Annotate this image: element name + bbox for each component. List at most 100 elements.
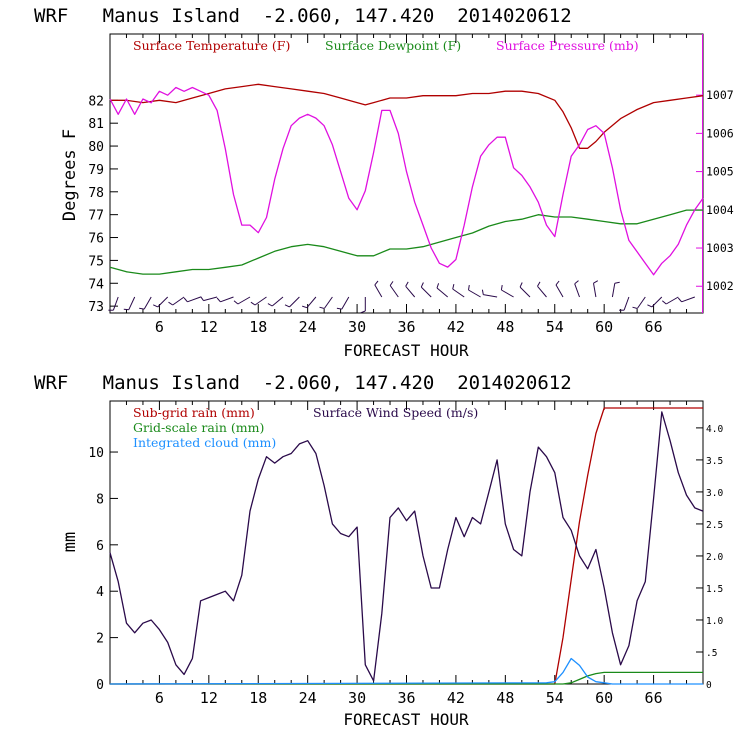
top-x-tick-label: 12 [200, 318, 218, 336]
wind-barb-feather [555, 280, 560, 286]
top-y-tick-label: 76 [88, 232, 104, 247]
legend-sub-grid-rain: Sub-grid rain (mm) [133, 405, 255, 420]
wind-barb-feather [168, 301, 173, 306]
bottom-x-tick-label: 60 [595, 689, 613, 707]
top-x-ticks: 6 12 18 24 30 36 42 48 54 60 66 [125, 34, 688, 336]
top-y2-tick-label: 1003 [706, 241, 734, 255]
top-x-tick-label: 66 [645, 318, 663, 336]
wind-barb [183, 296, 201, 303]
wind-barb-staff [651, 296, 663, 308]
wind-barb [250, 296, 267, 306]
wind-barb [152, 296, 169, 308]
bottom-y2-tick-label: 2.5 [706, 520, 723, 531]
wind-barb-feather [284, 304, 290, 308]
wind-barb [302, 296, 317, 309]
wind-barb [593, 280, 599, 298]
wind-barb-staff [172, 296, 185, 306]
wind-barb [336, 296, 350, 310]
wind-barb-staff [143, 296, 152, 310]
wind-barb [319, 296, 333, 309]
top-x-tick-label: 48 [496, 318, 514, 336]
top-y-tick-label: 77 [88, 209, 104, 224]
bottom-y2-tick-label: 1.5 [706, 584, 723, 595]
top-x-tick-label: 30 [348, 318, 366, 336]
bottom-x-tick-label: 24 [299, 689, 317, 707]
bottom-x-tick-label: 12 [200, 689, 218, 707]
bottom-x-tick-label: 42 [447, 689, 465, 707]
wind-barb [216, 296, 234, 303]
bottom-y-tick-label: 8 [96, 492, 104, 507]
wind-barb-staff [306, 296, 317, 309]
wind-barb-staff [374, 284, 383, 298]
top-y-tick-label: 73 [88, 300, 104, 315]
wind-barb-staff [623, 296, 630, 311]
bottom-y-tick-label: 4 [96, 585, 104, 600]
wind-barb-staff [468, 289, 481, 298]
series-surface-temperature [110, 83, 704, 149]
bottom-series [109, 407, 704, 685]
top-y-tick-label: 79 [88, 163, 104, 178]
bottom-y2-ticks: 0 .5 1.0 1.5 2.0 2.5 3.0 3.5 4.0 [696, 424, 723, 691]
wind-barb [632, 296, 646, 309]
bottom-y-tick-label: 2 [96, 632, 104, 647]
wind-barb-feather [216, 297, 221, 303]
wind-barb [108, 296, 119, 311]
bottom-x-tick-label: 48 [496, 689, 514, 707]
wind-barb-feather [420, 282, 424, 288]
legend-integrated-cloud: Integrated cloud (mm) [133, 435, 276, 450]
wind-barb-feather [519, 282, 523, 288]
wind-barb-staff [323, 296, 333, 309]
wind-barbs [108, 280, 695, 314]
wind-barb-feather [574, 280, 579, 285]
wind-barb [284, 296, 300, 308]
wind-barb-staff [519, 286, 531, 298]
wind-barb-feather [336, 307, 342, 310]
wind-barb-feather [374, 280, 379, 286]
top-y2-tick-label: 1002 [706, 279, 734, 293]
wind-barb [233, 296, 251, 305]
series-sub-grid-rain [110, 407, 703, 685]
bottom-x-tick-label: 6 [155, 689, 164, 707]
top-x-tick-label: 18 [249, 318, 267, 336]
bottom-x-tick-label: 66 [645, 689, 663, 707]
wind-barb-feather [647, 304, 653, 308]
bottom-x-tick-label: 30 [348, 689, 366, 707]
wind-barb-feather [233, 300, 239, 305]
wind-barb [405, 281, 416, 298]
top-panel: WRF Manus Island -2.060, 147.420 2014020… [34, 5, 734, 360]
wind-barb-staff [254, 296, 267, 306]
legend-surface-dewpoint: Surface Dewpoint (F) [325, 38, 461, 53]
wind-barb-staff [405, 285, 416, 298]
top-y2-tick-label: 1007 [706, 88, 734, 102]
top-x-tick-label: 42 [447, 318, 465, 336]
wind-barb [677, 296, 695, 303]
top-title: WRF Manus Island -2.060, 147.420 2014020… [34, 5, 572, 27]
wind-barb-staff [665, 296, 679, 305]
wind-barb [468, 285, 481, 298]
wind-barb [420, 282, 432, 298]
wind-barb [555, 280, 564, 298]
wind-barb-feather [302, 305, 308, 309]
wind-barb [168, 296, 185, 306]
legend-surface-pressure: Surface Pressure (mb) [496, 38, 639, 53]
wind-barb [647, 296, 663, 308]
top-x-tick-label: 36 [397, 318, 415, 336]
legend-grid-scale-rain: Grid-scale rain (mm) [133, 420, 264, 435]
wind-barb [123, 296, 136, 311]
wind-barb-staff [681, 296, 695, 303]
wind-barb [389, 281, 399, 298]
wind-barb [374, 280, 383, 298]
wind-barb-feather [500, 285, 503, 291]
wind-barb-feather [468, 285, 470, 291]
wind-barb-feather [405, 281, 409, 287]
legend-surface-wind-speed: Surface Wind Speed (m/s) [313, 405, 478, 420]
wind-barb-staff [420, 286, 432, 298]
top-series [109, 83, 704, 276]
bottom-x-tick-label: 18 [249, 689, 267, 707]
top-y2-ticks: 1002 1003 1004 1005 1006 1007 [696, 88, 734, 293]
wind-barb-staff [271, 296, 284, 307]
wind-barb-staff [237, 296, 251, 305]
wind-barb-feather [389, 281, 394, 286]
bottom-y2-tick-label: 1.0 [706, 616, 723, 627]
wind-barb [500, 285, 514, 298]
